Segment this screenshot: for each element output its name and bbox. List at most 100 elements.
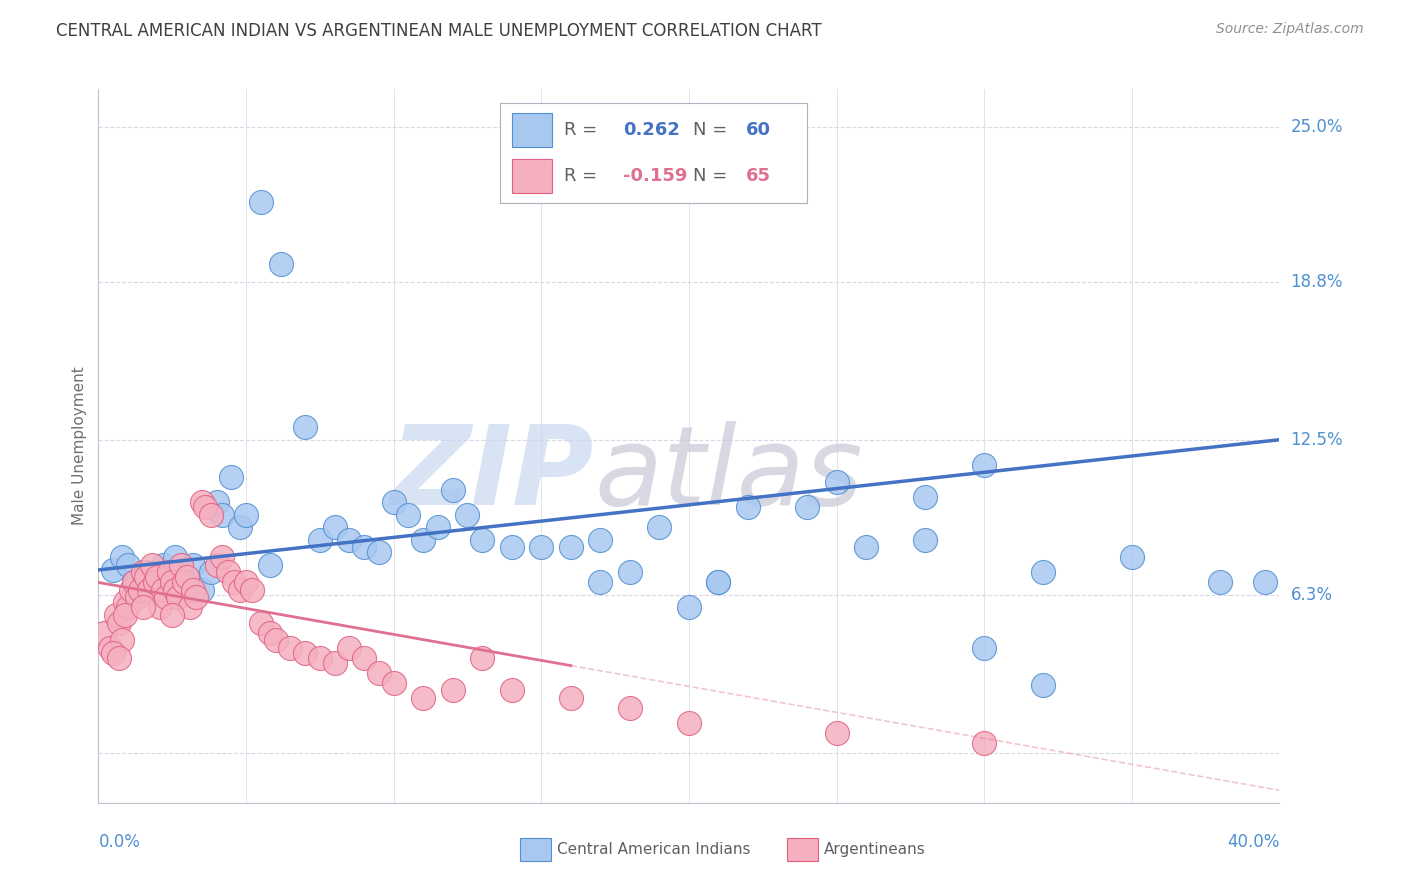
Point: [501, 541, 523, 555]
Point: [560, 541, 582, 555]
Point: [165, 550, 187, 565]
Point: [114, 595, 136, 609]
Point: [146, 570, 169, 584]
Text: 6.3%: 6.3%: [1291, 586, 1333, 604]
Point: [167, 591, 190, 605]
Point: [184, 591, 207, 605]
Point: [589, 575, 612, 590]
Point: [128, 582, 150, 597]
Point: [323, 656, 346, 670]
Point: [191, 582, 214, 597]
Point: [1032, 566, 1054, 580]
Point: [1032, 678, 1054, 692]
Point: [191, 495, 214, 509]
Point: [619, 700, 641, 714]
Point: [132, 566, 155, 580]
Point: [217, 566, 239, 580]
Point: [278, 640, 302, 655]
Point: [135, 566, 157, 580]
Point: [441, 683, 464, 698]
Text: CENTRAL AMERICAN INDIAN VS ARGENTINEAN MALE UNEMPLOYMENT CORRELATION CHART: CENTRAL AMERICAN INDIAN VS ARGENTINEAN M…: [56, 22, 823, 40]
Point: [108, 650, 131, 665]
Point: [796, 500, 818, 515]
Point: [155, 591, 177, 605]
Y-axis label: Male Unemployment: Male Unemployment: [72, 367, 87, 525]
Point: [973, 736, 995, 750]
Point: [250, 194, 273, 209]
Point: [157, 566, 180, 580]
Point: [117, 600, 139, 615]
Point: [170, 558, 193, 572]
Point: [353, 541, 375, 555]
Text: 40.0%: 40.0%: [1227, 833, 1279, 851]
Point: [117, 558, 139, 572]
Point: [105, 607, 128, 622]
Point: [135, 570, 157, 584]
Point: [427, 520, 450, 534]
Point: [93, 625, 115, 640]
Text: Central American Indians: Central American Indians: [557, 842, 751, 856]
Point: [143, 575, 166, 590]
Point: [111, 550, 134, 565]
Point: [141, 570, 163, 584]
Point: [1254, 575, 1277, 590]
Point: [152, 558, 174, 572]
Point: [235, 575, 257, 590]
Point: [205, 558, 228, 572]
Point: [194, 500, 217, 515]
Point: [229, 582, 252, 597]
Point: [441, 483, 464, 497]
Point: [211, 550, 233, 565]
Point: [855, 541, 877, 555]
Point: [176, 575, 198, 590]
Point: [149, 600, 172, 615]
Point: [200, 566, 222, 580]
Point: [103, 563, 125, 577]
Point: [382, 675, 405, 690]
Point: [152, 582, 174, 597]
Text: 25.0%: 25.0%: [1291, 118, 1343, 136]
Point: [179, 600, 201, 615]
Point: [200, 508, 222, 522]
Text: Argentineans: Argentineans: [824, 842, 925, 856]
Point: [368, 665, 391, 680]
Text: ZIP: ZIP: [391, 421, 595, 528]
Point: [108, 615, 131, 630]
Point: [530, 541, 553, 555]
Point: [205, 495, 228, 509]
Point: [337, 640, 360, 655]
Point: [309, 533, 332, 547]
Point: [250, 615, 273, 630]
Point: [162, 607, 183, 622]
Point: [165, 582, 187, 597]
Text: Source: ZipAtlas.com: Source: ZipAtlas.com: [1216, 22, 1364, 37]
Point: [235, 508, 257, 522]
Point: [170, 566, 193, 580]
Point: [353, 650, 375, 665]
Text: atlas: atlas: [595, 421, 863, 528]
Point: [973, 458, 995, 472]
Point: [501, 683, 523, 698]
Point: [240, 582, 263, 597]
Point: [619, 566, 641, 580]
Point: [98, 640, 121, 655]
Point: [229, 520, 252, 534]
Point: [471, 533, 494, 547]
Point: [309, 650, 332, 665]
Point: [141, 558, 163, 572]
Point: [181, 558, 204, 572]
Point: [120, 582, 142, 597]
Point: [560, 690, 582, 705]
Point: [973, 640, 995, 655]
Point: [146, 575, 169, 590]
Point: [737, 500, 759, 515]
Point: [224, 575, 246, 590]
Text: 12.5%: 12.5%: [1291, 431, 1343, 449]
Point: [323, 520, 346, 534]
Point: [157, 582, 180, 597]
Point: [294, 420, 316, 434]
Point: [396, 508, 419, 522]
Point: [707, 575, 730, 590]
Point: [219, 470, 242, 484]
Point: [914, 533, 936, 547]
